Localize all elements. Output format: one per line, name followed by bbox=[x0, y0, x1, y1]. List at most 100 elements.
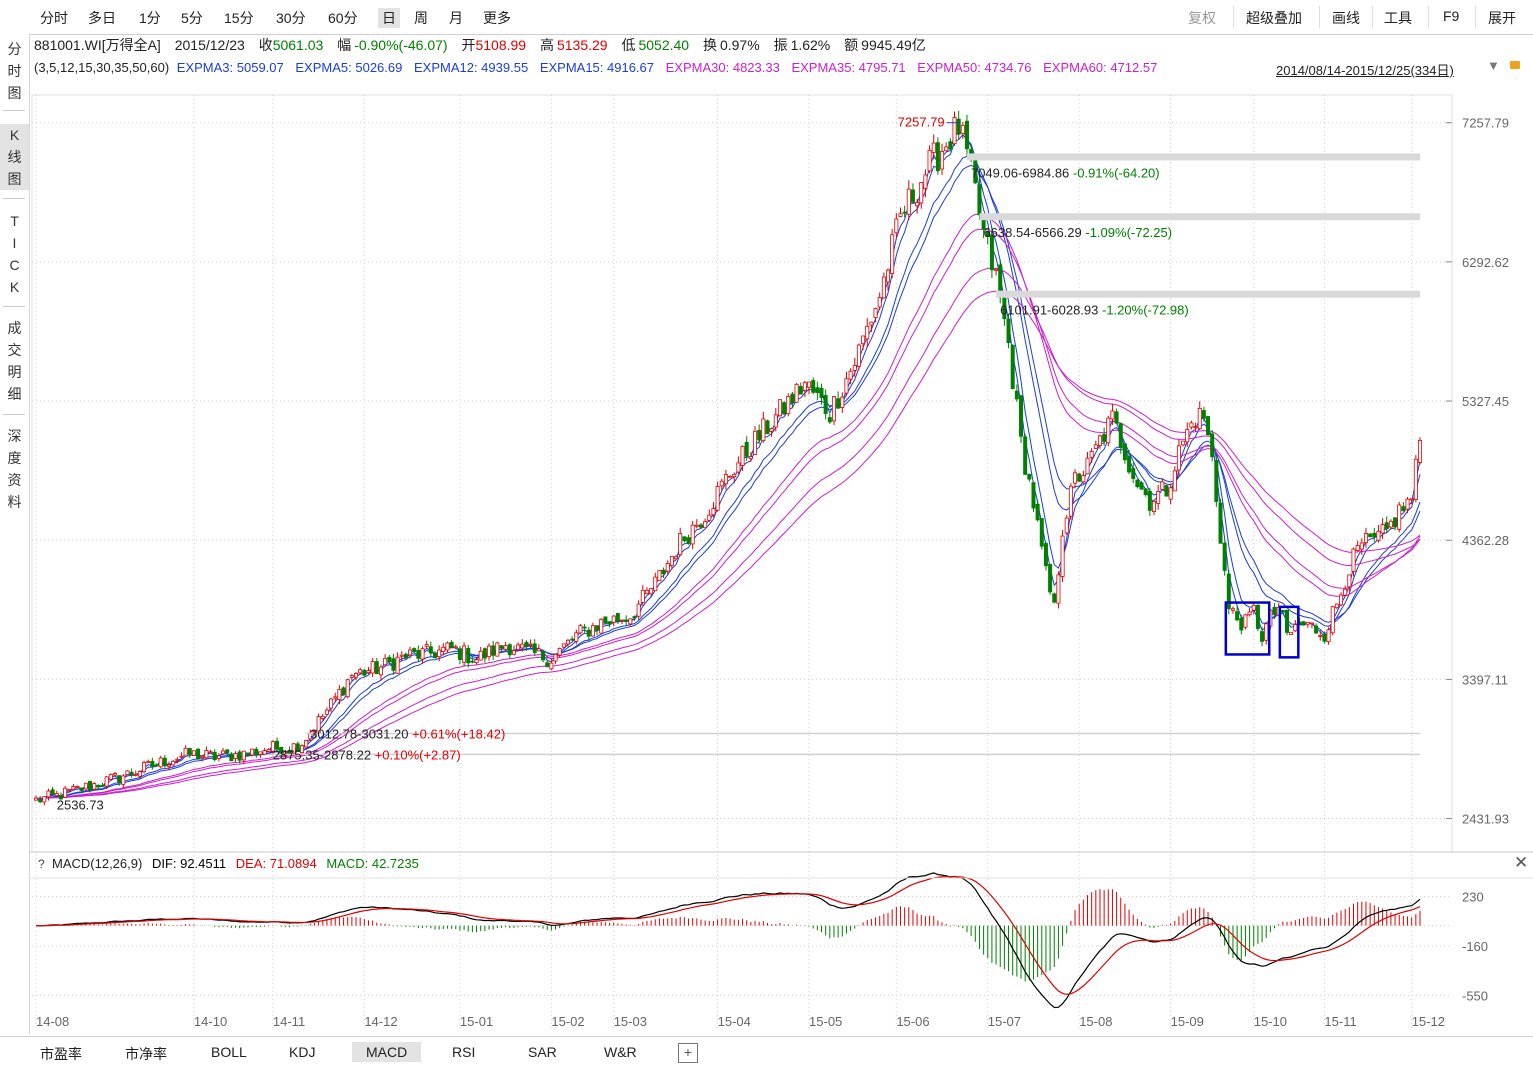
nav-tick[interactable]: T I C K bbox=[0, 210, 29, 298]
candle-body bbox=[245, 752, 250, 755]
nav-char: I bbox=[12, 235, 17, 251]
ema-legend-item: EXPMA15: 4916.67 bbox=[539, 60, 655, 75]
nav-divider bbox=[3, 198, 25, 199]
candle-body bbox=[561, 643, 566, 648]
candle-body bbox=[740, 445, 745, 466]
candle-body bbox=[690, 524, 695, 545]
candle-body bbox=[1359, 542, 1364, 550]
price-tick: 4362.28 bbox=[1462, 533, 1509, 548]
candle-body bbox=[1397, 504, 1402, 530]
tab-sar[interactable]: SAR bbox=[528, 1044, 557, 1060]
tab-30min[interactable]: 30分 bbox=[276, 10, 306, 26]
security-code: 881001.WI[万得全A] bbox=[34, 37, 161, 53]
candle-body bbox=[374, 661, 379, 675]
nav-trade-details[interactable]: 成 交 明 细 bbox=[0, 317, 29, 405]
candle-body bbox=[1068, 485, 1073, 517]
candle-body bbox=[441, 646, 446, 652]
tab-macd[interactable]: MACD bbox=[352, 1042, 422, 1062]
ema-legend-item: EXPMA5: 5026.69 bbox=[295, 60, 403, 75]
expand-button[interactable]: 展开 bbox=[1488, 10, 1516, 26]
tab-rsi[interactable]: RSI bbox=[452, 1044, 476, 1060]
tab-pe[interactable]: 市盈率 bbox=[40, 1046, 82, 1062]
ema-line-60 bbox=[35, 290, 1421, 799]
tab-pb[interactable]: 市净率 bbox=[125, 1046, 167, 1062]
high-label: 7257.79 bbox=[898, 115, 945, 130]
candle-body bbox=[221, 750, 226, 755]
candle-body bbox=[1264, 623, 1269, 641]
nav-kline-chart[interactable]: K 线 图 bbox=[0, 124, 29, 190]
tab-fenshi[interactable]: 分时 bbox=[40, 10, 68, 26]
candle-body bbox=[869, 321, 874, 326]
date-tick: 15-08 bbox=[1079, 1014, 1112, 1029]
candle-body bbox=[877, 297, 882, 308]
candle-body bbox=[653, 576, 658, 592]
tab-weekly[interactable]: 周 bbox=[414, 10, 428, 26]
nav-divider bbox=[3, 110, 25, 111]
candle-body bbox=[1019, 395, 1024, 437]
candle-body bbox=[952, 117, 957, 145]
tab-daily[interactable]: 日 bbox=[378, 8, 400, 28]
dea-line bbox=[35, 875, 1421, 996]
candle-body bbox=[1351, 548, 1356, 572]
divider bbox=[1372, 6, 1373, 28]
add-indicator-button[interactable]: + bbox=[678, 1043, 698, 1063]
f9-button[interactable]: F9 bbox=[1443, 8, 1460, 24]
tab-wr[interactable]: W&R bbox=[604, 1044, 637, 1060]
candle-body bbox=[432, 652, 437, 659]
macd-dif-label: DIF: 92.4511 bbox=[151, 856, 227, 871]
candle-body bbox=[1330, 606, 1335, 634]
candle-body bbox=[674, 556, 679, 560]
high-value: 5135.29 bbox=[556, 37, 608, 53]
tab-boll[interactable]: BOLL bbox=[211, 1044, 247, 1060]
tab-5min[interactable]: 5分 bbox=[181, 10, 203, 26]
tab-15min[interactable]: 15分 bbox=[224, 10, 254, 26]
restore-rights-button[interactable]: 复权 bbox=[1188, 10, 1216, 26]
candle-body bbox=[183, 747, 188, 757]
gap-pct: -1.09%(-72.25) bbox=[1085, 225, 1172, 240]
open-label: 开 bbox=[461, 37, 476, 53]
candle-body bbox=[574, 632, 579, 642]
candle-body bbox=[499, 645, 504, 649]
tools-button[interactable]: 工具 bbox=[1384, 10, 1412, 26]
nav-fenshi-chart[interactable]: 分 时 图 bbox=[0, 38, 29, 104]
help-icon[interactable]: ? bbox=[38, 857, 45, 871]
period-toolbar: 分时 多日 1分 5分 15分 30分 60分 日 周 月 更多 复权 超级叠加… bbox=[0, 0, 1533, 35]
high-label: 高 bbox=[539, 37, 554, 53]
tab-1min[interactable]: 1分 bbox=[139, 10, 161, 26]
candle-body bbox=[1035, 503, 1040, 521]
tab-more[interactable]: 更多 bbox=[483, 10, 511, 26]
date-tick: 15-03 bbox=[614, 1014, 647, 1029]
amount-label: 额 bbox=[844, 37, 859, 53]
close-icon[interactable]: ✕ bbox=[1514, 853, 1529, 872]
candle-body bbox=[449, 641, 454, 648]
candle-body bbox=[1326, 629, 1331, 643]
tab-60min[interactable]: 60分 bbox=[328, 10, 358, 26]
candle-body bbox=[1168, 487, 1173, 500]
candle-body bbox=[944, 146, 949, 152]
nav-char: T bbox=[10, 213, 19, 229]
nav-depth-data[interactable]: 深 度 资 料 bbox=[0, 425, 29, 513]
candle-body bbox=[536, 648, 541, 652]
candle-body bbox=[88, 780, 93, 791]
candle-body bbox=[557, 648, 562, 656]
candle-body bbox=[299, 745, 304, 753]
dropdown-icon[interactable]: ▼ bbox=[1487, 58, 1500, 73]
gap-band bbox=[979, 213, 1420, 221]
overlay-button[interactable]: 超级叠加 bbox=[1246, 10, 1302, 26]
tab-multi-day[interactable]: 多日 bbox=[88, 10, 116, 26]
candle-body bbox=[590, 625, 595, 637]
candle-body bbox=[977, 184, 982, 216]
candle-body bbox=[1181, 440, 1186, 446]
candle-body bbox=[204, 750, 209, 759]
candle-body bbox=[694, 524, 699, 527]
nav-char: 线 bbox=[7, 149, 22, 165]
date-range-selector[interactable]: 2014/08/14-2015/12/25(334日) bbox=[1276, 63, 1454, 78]
candle-body bbox=[827, 417, 832, 423]
draw-line-button[interactable]: 画线 bbox=[1332, 10, 1360, 26]
tab-monthly[interactable]: 月 bbox=[449, 10, 463, 26]
macd-dea-label: DEA: 71.0894 bbox=[235, 856, 317, 871]
tab-kdj[interactable]: KDJ bbox=[289, 1044, 316, 1060]
candle-body bbox=[790, 393, 795, 404]
lock-icon[interactable] bbox=[1510, 61, 1520, 69]
